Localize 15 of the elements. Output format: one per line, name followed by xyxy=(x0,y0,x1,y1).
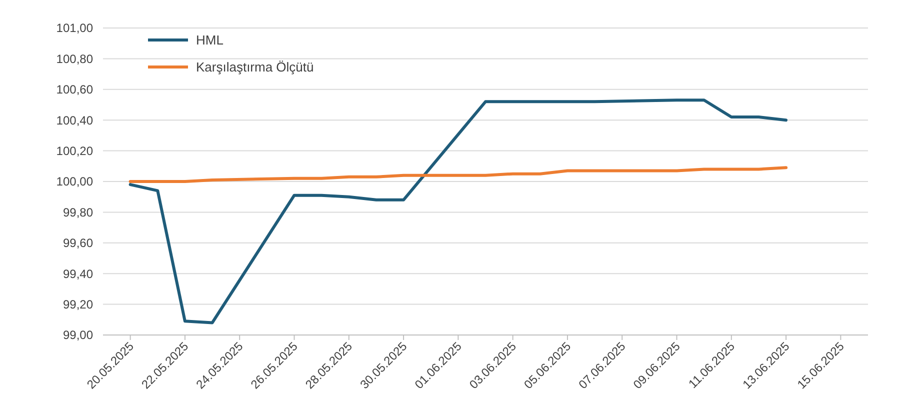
y-tick-label: 100,80 xyxy=(56,52,94,66)
legend-label: Karşılaştırma Ölçütü xyxy=(196,60,314,75)
y-tick-label: 99,40 xyxy=(62,266,94,281)
y-tick-label: 100,60 xyxy=(56,82,94,97)
y-tick-label: 100,40 xyxy=(56,113,94,128)
y-tick-label: 101,00 xyxy=(56,21,94,36)
y-tick-label: 99,80 xyxy=(62,205,94,220)
y-tick-label: 99,20 xyxy=(62,298,94,312)
y-tick-label: 100,20 xyxy=(56,144,94,158)
legend-label: HML xyxy=(196,32,224,48)
line-series xyxy=(128,166,788,183)
y-tick-label: 99,00 xyxy=(62,328,94,342)
y-tick-label: 100,00 xyxy=(56,174,94,189)
y-tick-label: 99,60 xyxy=(62,236,94,250)
line-series xyxy=(128,98,788,324)
